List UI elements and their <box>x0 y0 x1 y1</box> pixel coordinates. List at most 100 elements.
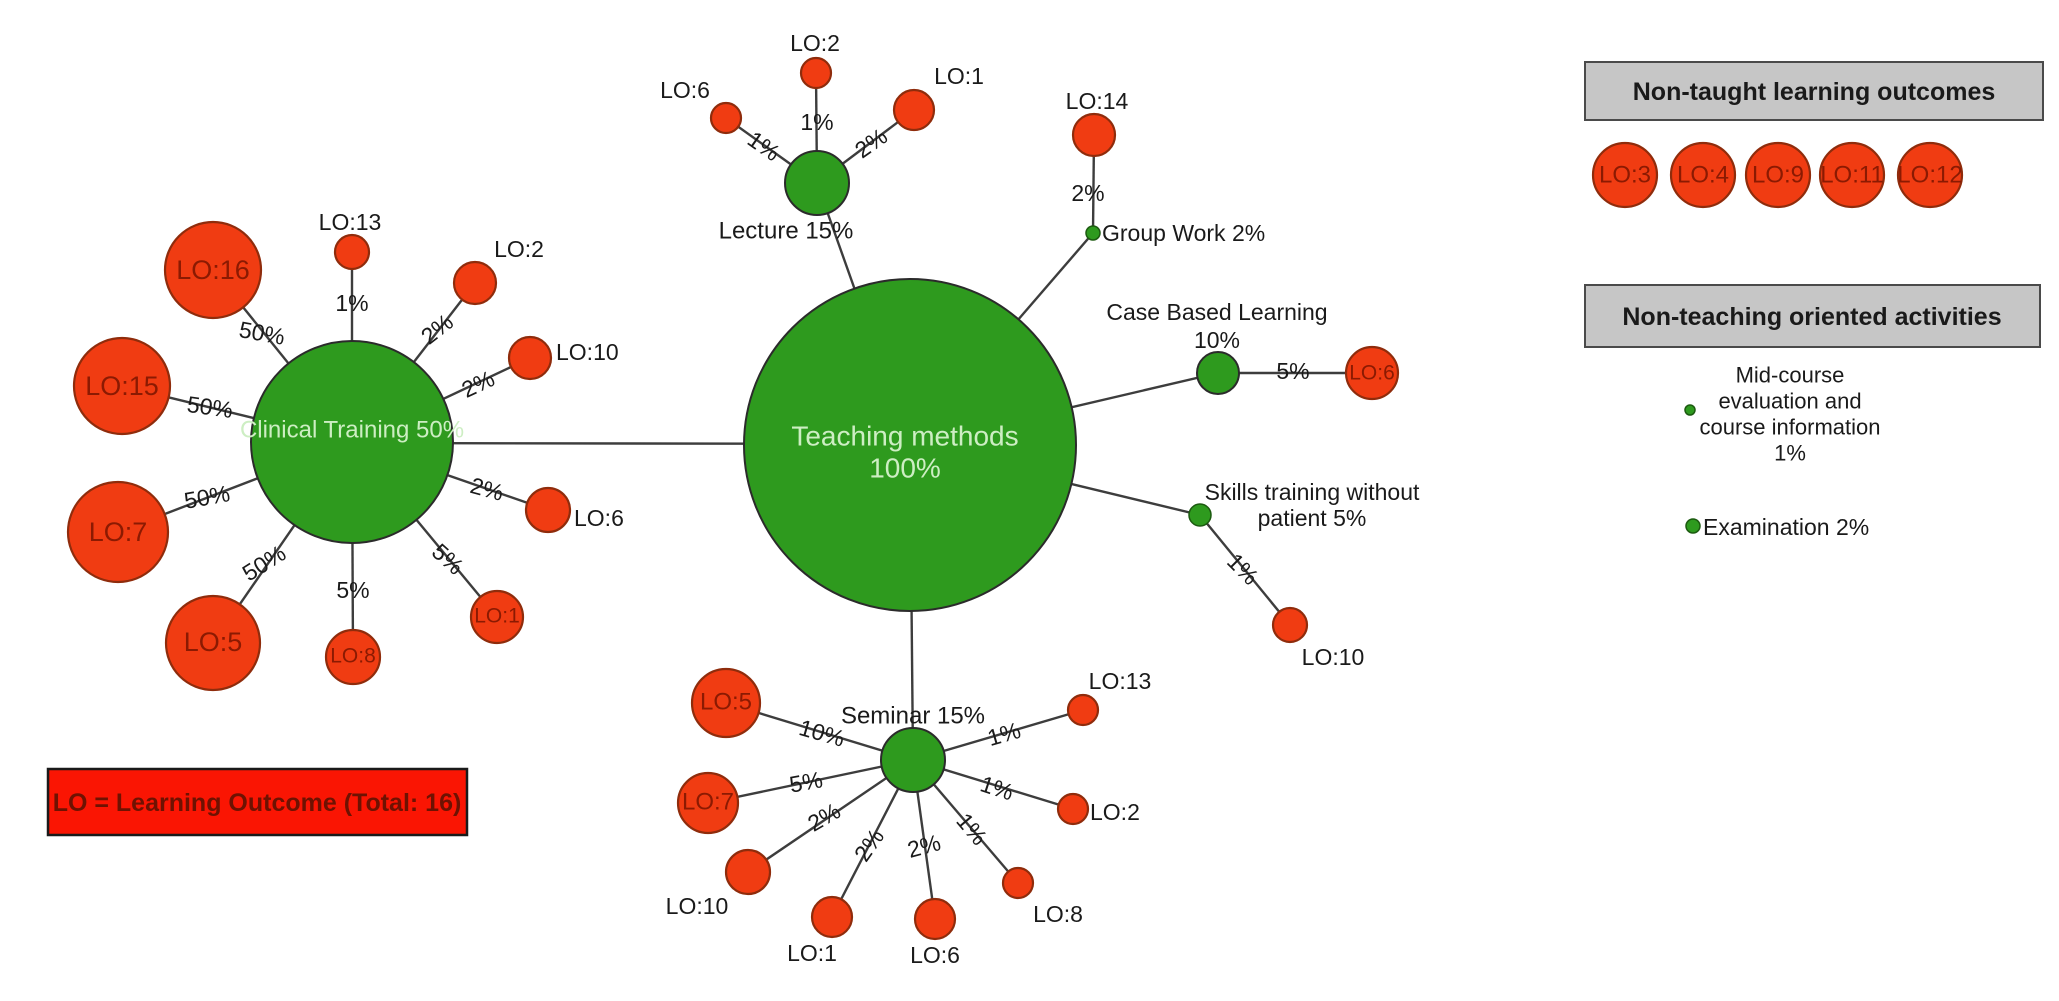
node-lo13 <box>333 233 371 271</box>
examination-label: Examination 2% <box>1703 514 1869 540</box>
non-taught-header-title: Non-taught learning outcomes <box>1633 78 1996 106</box>
node-skills-training <box>1188 503 1212 527</box>
non-teaching-header-box <box>1584 284 2041 348</box>
node-lo10 <box>507 335 553 381</box>
non-teaching-header-title: Non-teaching oriented activities <box>1622 303 2001 331</box>
legend-text: LO = Learning Outcome (Total: 16) <box>53 789 462 817</box>
node-lo8 <box>324 628 382 686</box>
node-examination-dot <box>1685 518 1701 534</box>
nodes <box>66 56 1964 941</box>
central-label-line1: Teaching methods <box>791 421 1018 452</box>
non-teaching-panel: Non-teaching oriented activities Mid-cou… <box>1584 284 2041 540</box>
edge-pct: 2% <box>849 824 889 866</box>
node-seminar <box>880 727 946 793</box>
node-lo2 <box>452 260 498 306</box>
edge-pct: 50% <box>237 316 287 350</box>
node-lo5 <box>164 594 262 692</box>
seminar-lo10-label: LO:10 <box>666 893 729 919</box>
node-teaching-methods <box>743 278 1077 612</box>
node-lo1 <box>469 589 525 645</box>
edge-pct: 50% <box>185 391 234 423</box>
node-seminar-lo1 <box>810 895 854 939</box>
midcourse-line3: course information <box>1700 415 1881 440</box>
edge-pct: 1% <box>984 717 1023 751</box>
node-lo14 <box>1071 112 1117 158</box>
node-lo3 <box>1591 141 1659 209</box>
lo5-label: LO:5 <box>184 627 243 657</box>
lecture-lo1-label: LO:1 <box>934 63 984 89</box>
seminar-lo5-label: LO:5 <box>700 689 752 716</box>
case-based-label-line2: 10% <box>1194 327 1240 353</box>
seminar-lo2-label: LO:2 <box>1090 799 1140 825</box>
node-lo6 <box>524 486 572 534</box>
edge-pct: 2% <box>850 123 892 163</box>
non-taught-header-box <box>1584 61 2044 121</box>
edge-pct: 1% <box>977 770 1017 805</box>
lo14-label: LO:14 <box>1066 88 1129 114</box>
satellite-labels: LO:16 LO:15 LO:7 LO:5 LO:8 LO:1 LO:13 LO… <box>85 30 1395 968</box>
node-lo12 <box>1896 141 1964 209</box>
node-lecture-lo6 <box>709 101 743 135</box>
seminar-lo1-label: LO:1 <box>787 940 837 966</box>
node-seminar-lo13 <box>1066 693 1100 727</box>
seminar-lo6-label: LO:6 <box>910 942 960 968</box>
node-lo7 <box>66 480 170 584</box>
midcourse-line2: evaluation and <box>1718 389 1861 414</box>
edge-pct: 1% <box>951 808 992 850</box>
case-lo6-label: LO:6 <box>1349 362 1395 385</box>
edge <box>747 759 914 873</box>
seminar-lo13-label: LO:13 <box>1089 668 1152 694</box>
node-case-lo6 <box>1344 345 1400 401</box>
group-work-label: Group Work 2% <box>1102 220 1265 246</box>
case-based-label-line1: Case Based Learning <box>1106 299 1327 325</box>
edge <box>707 758 914 805</box>
edge-pct: 1% <box>335 290 368 316</box>
node-lo16 <box>163 220 263 320</box>
node-titles: Teaching methods 100% Clinical Training … <box>240 218 1420 730</box>
midcourse-line1: Mid-course <box>1736 363 1845 388</box>
edge-pct: 5% <box>1276 358 1309 384</box>
central-label-line2: 100% <box>869 453 941 484</box>
lo1-label: LO:1 <box>474 605 520 628</box>
node-group-work <box>1085 225 1101 241</box>
edge-pct: 2% <box>905 829 944 863</box>
node-lecture <box>784 150 850 216</box>
skills-label-line2: patient 5% <box>1258 505 1367 531</box>
legend: LO = Learning Outcome (Total: 16) <box>46 767 469 837</box>
node-lecture-lo1 <box>892 88 936 132</box>
lo12-label: LO:12 <box>1897 162 1962 189</box>
lecture-lo6-label: LO:6 <box>660 77 710 103</box>
node-seminar-lo10 <box>724 848 772 896</box>
node-lo4 <box>1669 141 1737 209</box>
edge <box>1199 514 1291 626</box>
seminar-lo8-label: LO:8 <box>1033 901 1083 927</box>
lo10-label: LO:10 <box>556 339 619 365</box>
lo2-label: LO:2 <box>494 236 544 262</box>
lo4-label: LO:4 <box>1677 162 1729 189</box>
lo8-label: LO:8 <box>330 645 376 668</box>
edge-pct: 5% <box>427 538 469 580</box>
lo7-label: LO:7 <box>89 517 148 547</box>
lo13-label: LO:13 <box>319 209 382 235</box>
lo16-label: LO:16 <box>176 255 250 285</box>
node-seminar-lo5 <box>690 667 762 739</box>
node-skills-lo10 <box>1271 606 1309 644</box>
node-clinical-training <box>250 340 454 544</box>
lo6-label: LO:6 <box>574 505 624 531</box>
legend-box <box>46 767 469 837</box>
node-midcourse-dot <box>1684 404 1696 416</box>
node-seminar-lo6 <box>913 897 957 941</box>
node-lecture-lo2 <box>799 56 833 90</box>
edge-pct: 50% <box>238 540 291 586</box>
node-seminar-lo8 <box>1001 866 1035 900</box>
lo15-label: LO:15 <box>85 371 159 401</box>
skills-lo10-label: LO:10 <box>1302 644 1365 670</box>
node-lo11 <box>1818 141 1886 209</box>
edge-pct: 1% <box>800 109 833 135</box>
non-taught-panel: Non-taught learning outcomes LO:3 LO:4 L… <box>1584 61 2044 189</box>
clinical-label: Clinical Training 50% <box>240 417 464 444</box>
midcourse-line4: 1% <box>1774 441 1806 466</box>
node-case-based-learning <box>1196 351 1240 395</box>
